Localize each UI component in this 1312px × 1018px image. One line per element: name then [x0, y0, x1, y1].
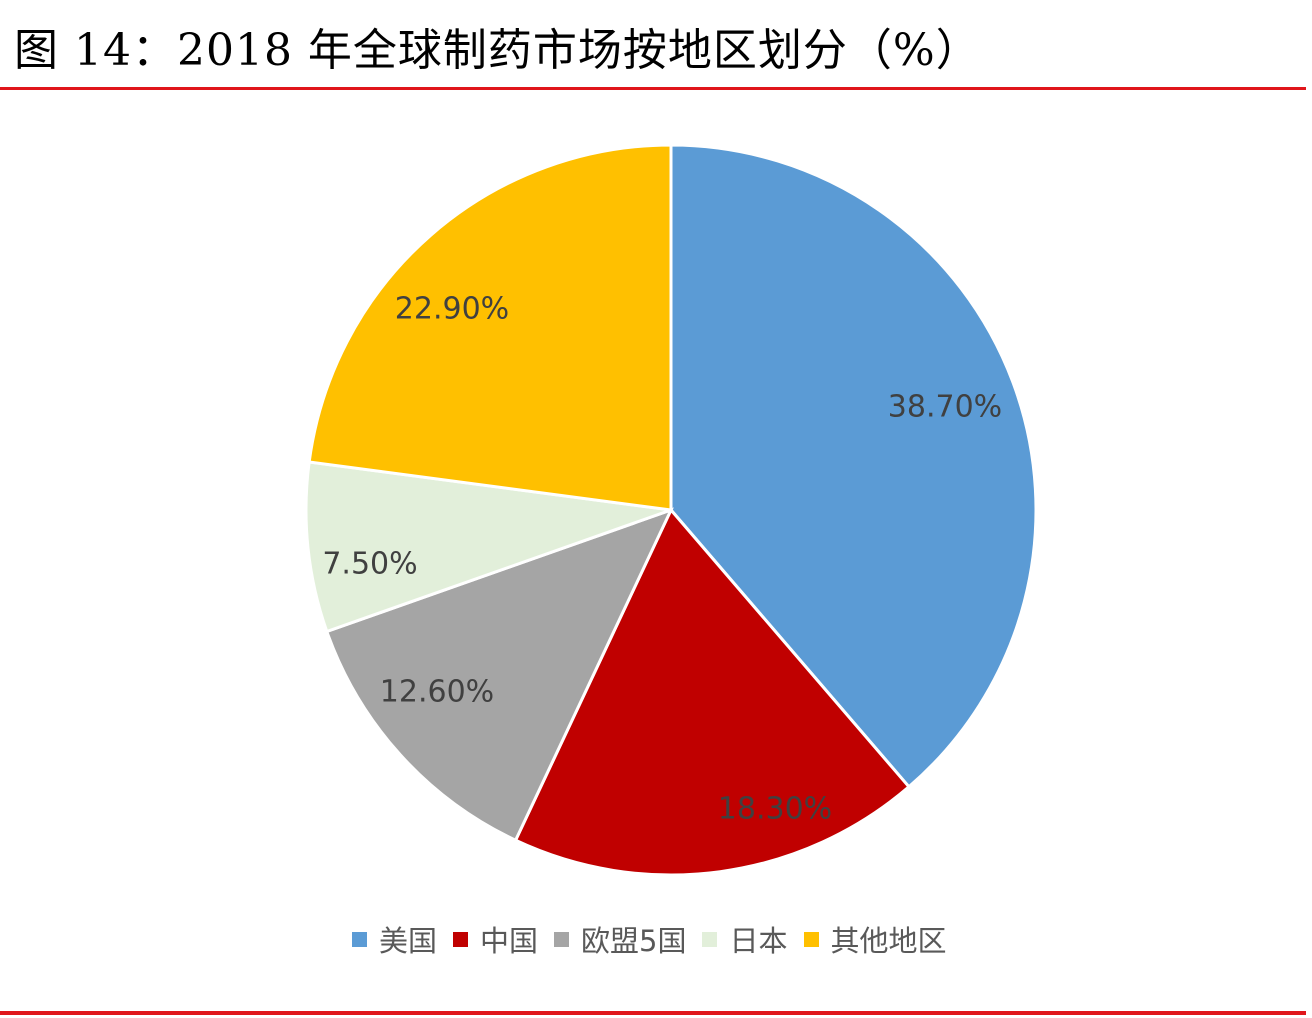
legend-label: 欧盟5国: [581, 924, 687, 958]
pie-slice: [304, 460, 672, 634]
slice-value-label: 12.60%: [380, 675, 494, 710]
legend-swatch-icon: [554, 931, 570, 947]
legend-item: 其他地区: [803, 918, 947, 960]
pie-labels: 38.70% 18.30% 12.60% 7.50% 22.90%: [322, 292, 1002, 827]
pie-slice: [669, 143, 1038, 789]
legend-item: 美国: [352, 918, 437, 960]
slice-value-label: 7.50%: [322, 547, 417, 582]
legend-swatch-icon: [702, 931, 718, 947]
slice-value-label: 38.70%: [888, 390, 1002, 425]
legend-item: 日本: [702, 918, 788, 960]
legend-label: 其他地区: [830, 924, 947, 958]
legend-label: 美国: [379, 924, 438, 958]
legend-swatch-icon: [803, 931, 819, 947]
legend-swatch-icon: [453, 931, 469, 947]
legend-item: 中国: [453, 918, 538, 960]
chart-title: 图 14：2018 年全球制药市场按地区划分（%）: [14, 25, 981, 76]
top-divider: [0, 87, 1306, 90]
pie-slice: [324, 507, 674, 843]
legend-label: 中国: [480, 924, 539, 958]
legend-item: 欧盟5国: [554, 918, 686, 960]
chart-legend: 美国 中国 欧盟5国 日本 其他地区: [352, 918, 963, 960]
pie-slice: [307, 143, 673, 512]
pie-slices: [304, 143, 1038, 877]
legend-swatch-icon: [352, 931, 367, 947]
legend-label: 日本: [729, 924, 788, 958]
slice-value-label: 22.90%: [395, 292, 509, 327]
slice-value-label: 18.30%: [718, 792, 832, 827]
pie-slice: [513, 507, 912, 877]
bottom-divider: [0, 1011, 1306, 1015]
